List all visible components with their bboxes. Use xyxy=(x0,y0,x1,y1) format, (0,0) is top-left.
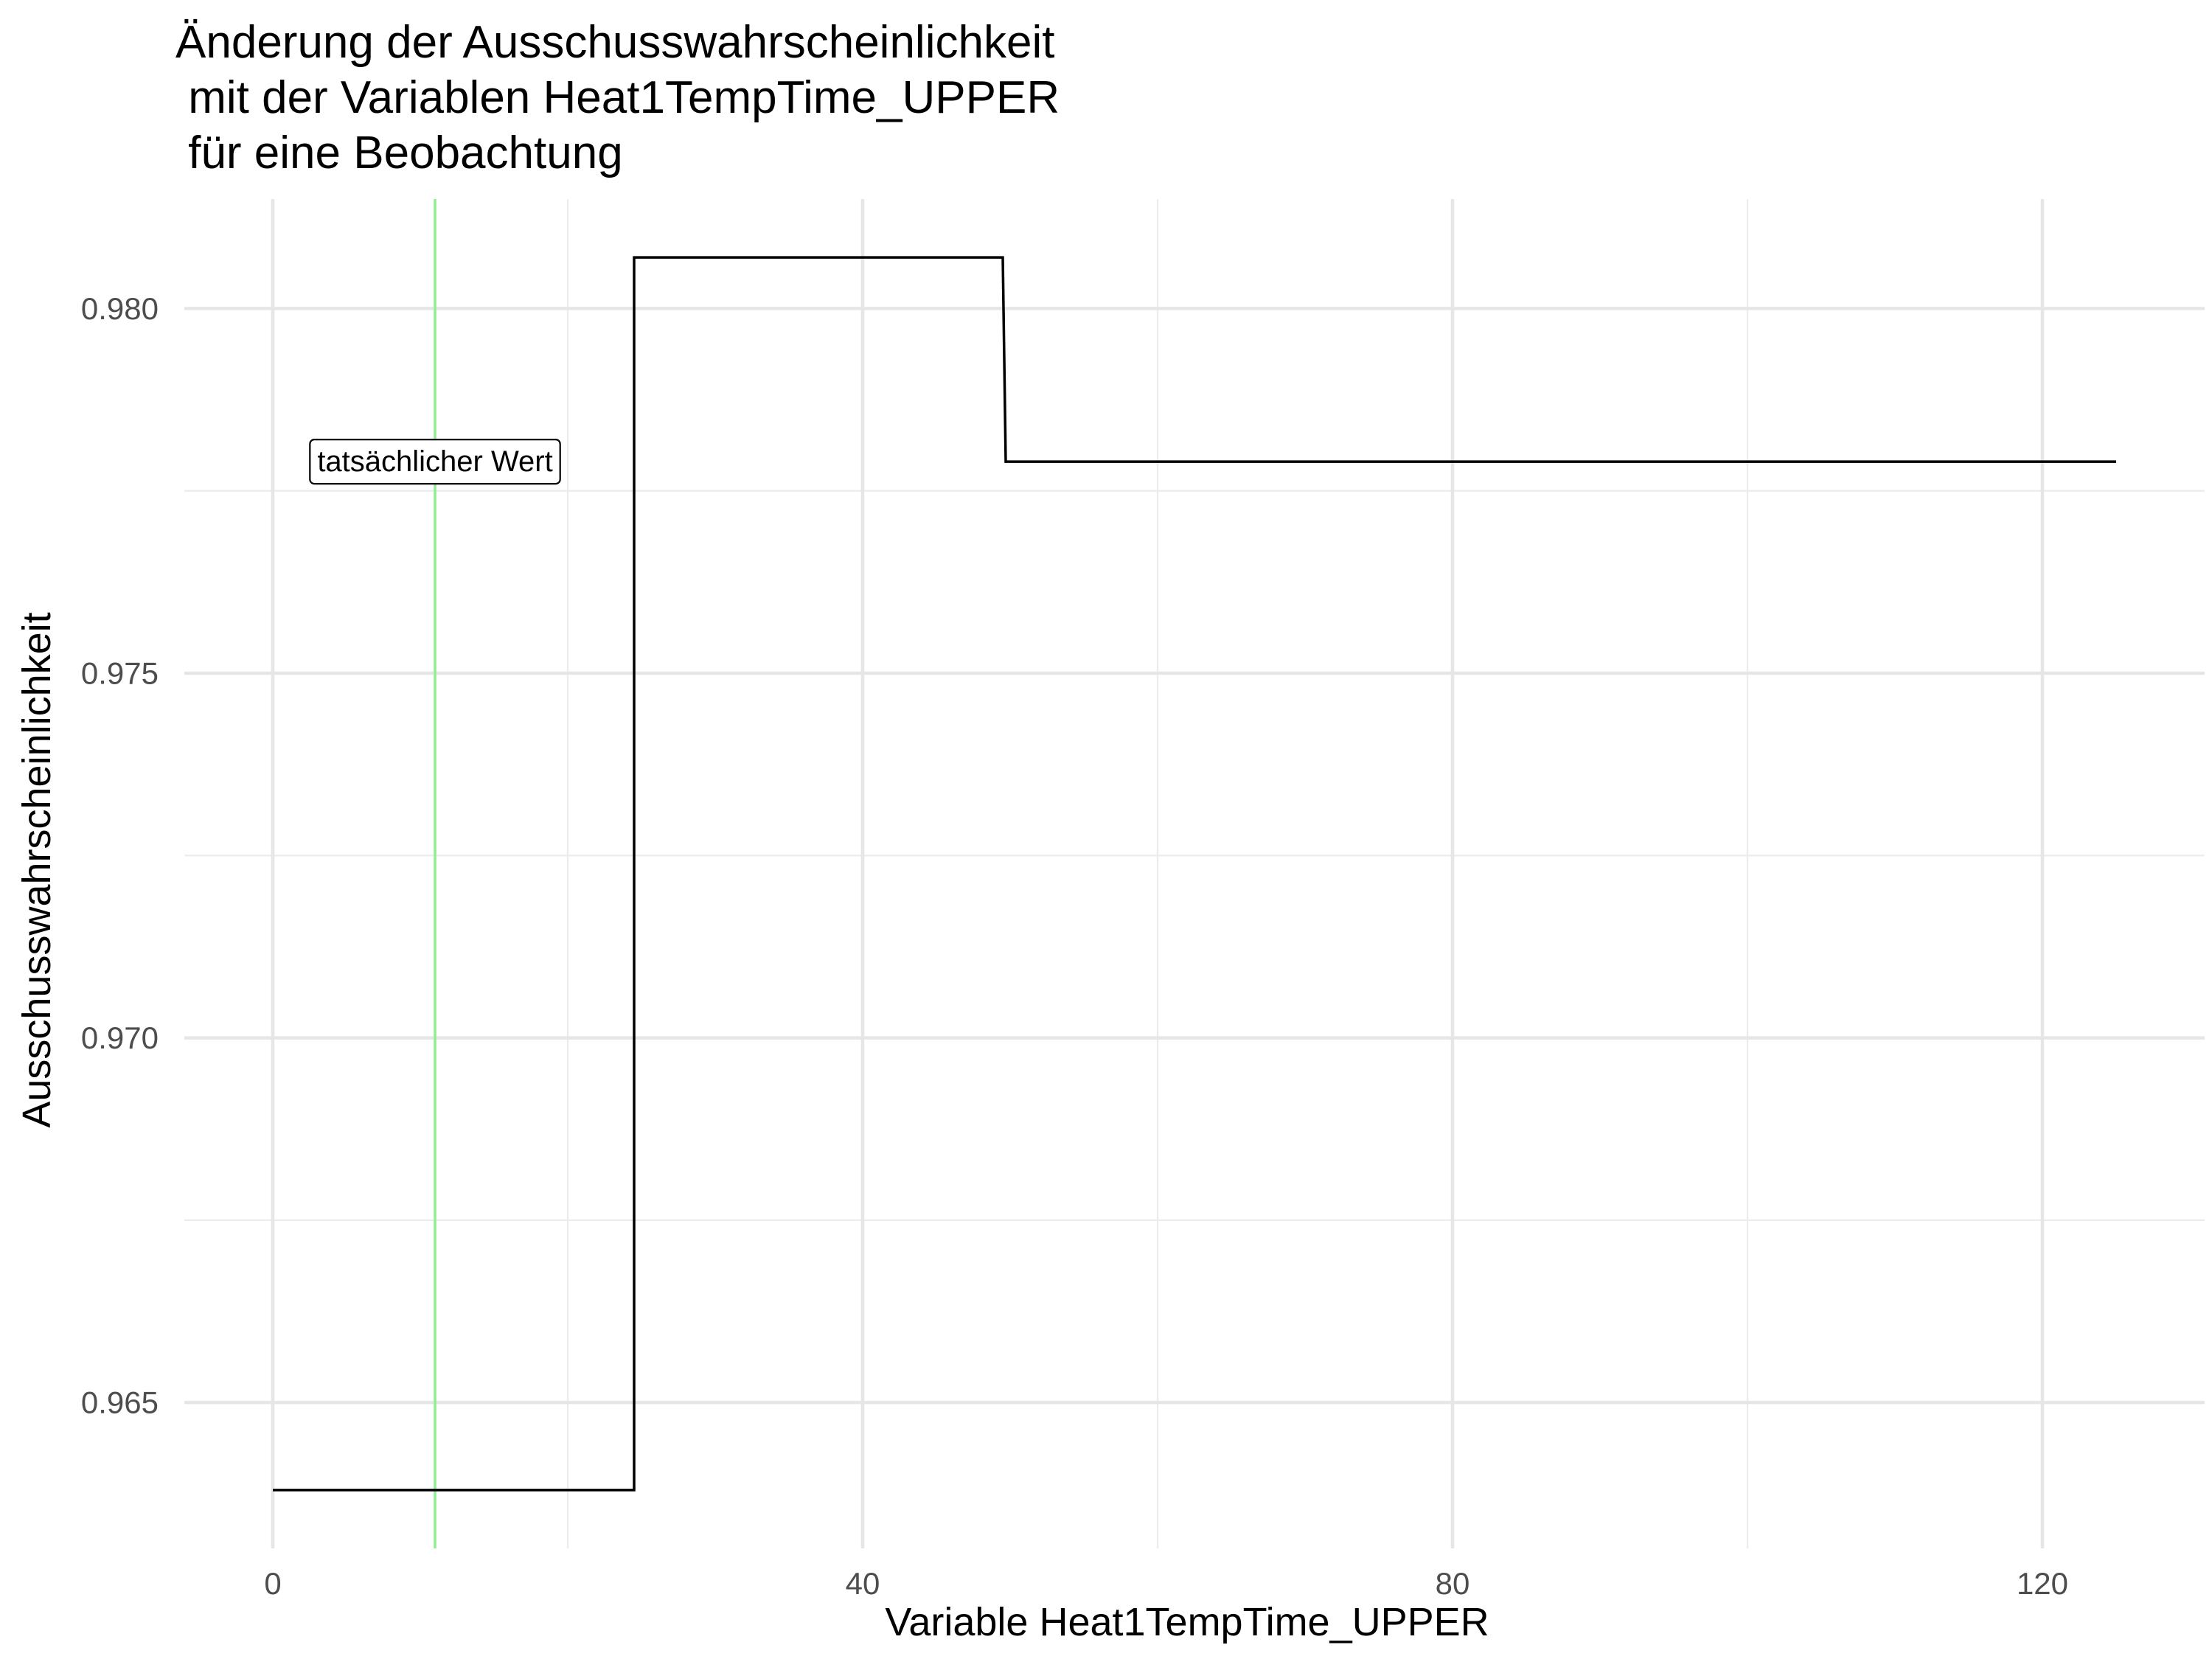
y-tick-label-0: 0.965 xyxy=(81,1385,159,1420)
x-tick-label-2: 80 xyxy=(1436,1566,1470,1601)
x-tick-label-3: 120 xyxy=(2017,1566,2068,1601)
actual-value-annotation: tatsächlicher Wert xyxy=(309,439,561,485)
y-tick-label-3: 0.980 xyxy=(81,291,159,326)
chart-title-line-2: mit der Variablen Heat1TempTime_UPPER xyxy=(175,72,1060,123)
x-tick-label-1: 40 xyxy=(846,1566,880,1601)
minor-gridlines xyxy=(184,199,2205,1548)
x-axis-title: Variable Heat1TempTime_UPPER xyxy=(885,1600,1489,1644)
y-axis-title: Ausschusswahrscheinlichkeit xyxy=(15,612,59,1127)
y-tick-label-2: 0.975 xyxy=(81,655,159,690)
chart-title-line-1: Änderung der Ausschusswahrscheinlichkeit xyxy=(175,17,1054,68)
probability-step-line xyxy=(273,256,2116,1492)
x-tick-label-0: 0 xyxy=(264,1566,281,1601)
major-gridlines xyxy=(184,199,2205,1548)
annotation-label: tatsächlicher Wert xyxy=(317,445,552,478)
y-tick-label-1: 0.970 xyxy=(81,1020,159,1055)
annotation-box xyxy=(309,439,561,485)
y-axis-tick-labels: 0.965 0.970 0.975 0.980 xyxy=(81,291,159,1420)
x-axis-tick-labels: 0 40 80 120 xyxy=(264,1566,2068,1601)
chart-title-line-3: für eine Beobachtung xyxy=(175,128,623,178)
